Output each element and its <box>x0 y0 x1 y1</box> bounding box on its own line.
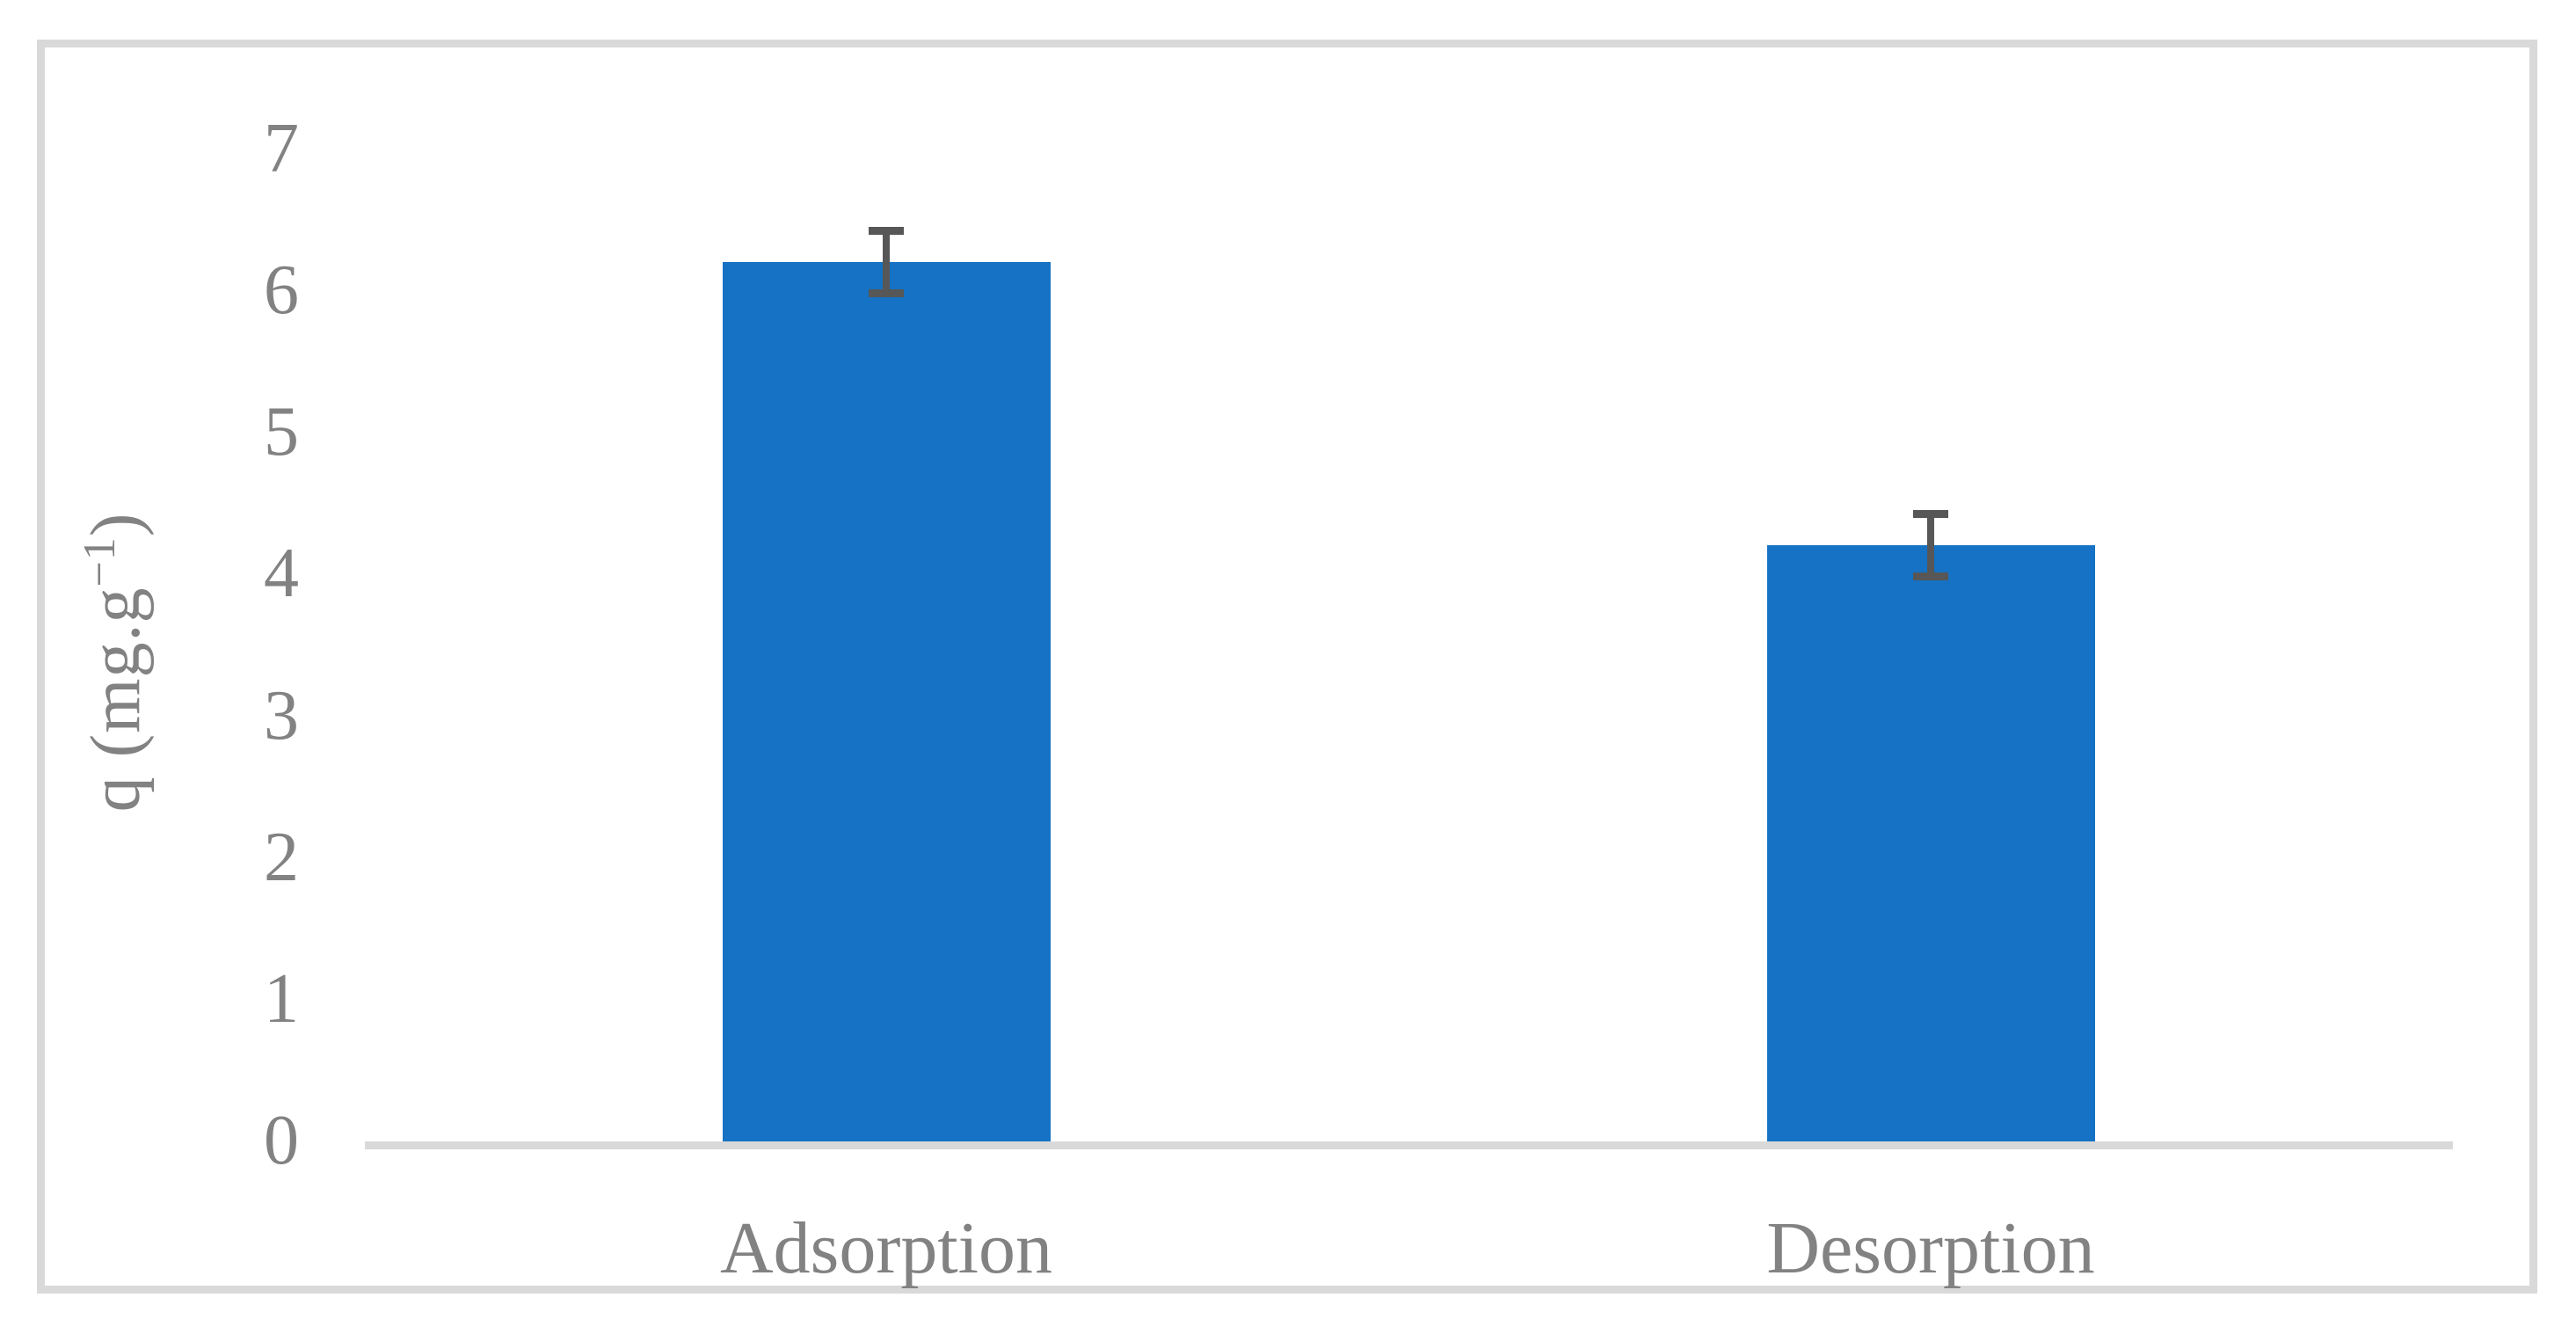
error-bar-cap-top-adsorption <box>869 226 904 235</box>
bar-desorption <box>1766 545 2095 1141</box>
x-axis-line <box>365 1141 2453 1149</box>
error-bar-cap-top-desorption <box>1913 509 1948 518</box>
category-label-adsorption: Adsorption <box>720 1207 1052 1289</box>
y-tick-label-0: 0 <box>264 1102 299 1179</box>
error-bar-adsorption <box>883 226 890 298</box>
error-bar-desorption <box>1927 509 1934 581</box>
figure-border <box>37 40 2537 1294</box>
y-tick-label-7: 7 <box>264 110 299 188</box>
y-tick-label-2: 2 <box>264 818 299 896</box>
y-tick-label-4: 4 <box>264 535 299 613</box>
bar-adsorption <box>722 261 1051 1141</box>
y-tick-label-1: 1 <box>264 959 299 1038</box>
y-tick-label-5: 5 <box>264 393 299 471</box>
category-label-desorption: Desorption <box>1766 1207 2095 1289</box>
y-tick-label-6: 6 <box>264 251 299 330</box>
error-bar-cap-bottom-desorption <box>1913 572 1948 581</box>
error-bar-cap-bottom-adsorption <box>869 289 904 298</box>
y-tick-label-3: 3 <box>264 676 299 754</box>
